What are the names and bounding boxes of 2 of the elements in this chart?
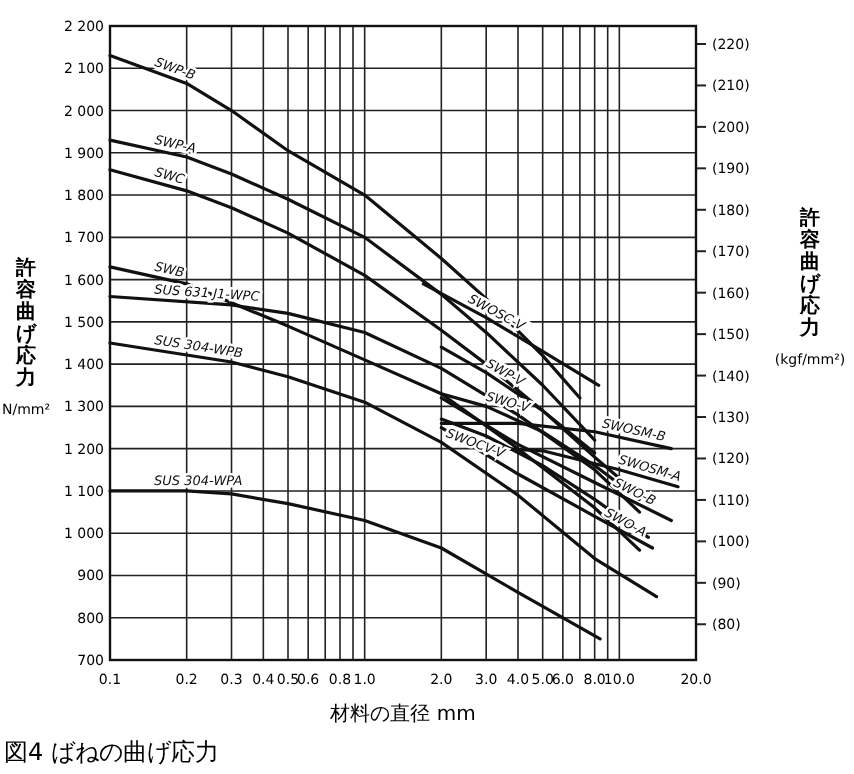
text: 図4 ばねの曲げ応力 (4, 738, 219, 766)
x-axis-title: 材料の直径 mm (328, 702, 476, 726)
